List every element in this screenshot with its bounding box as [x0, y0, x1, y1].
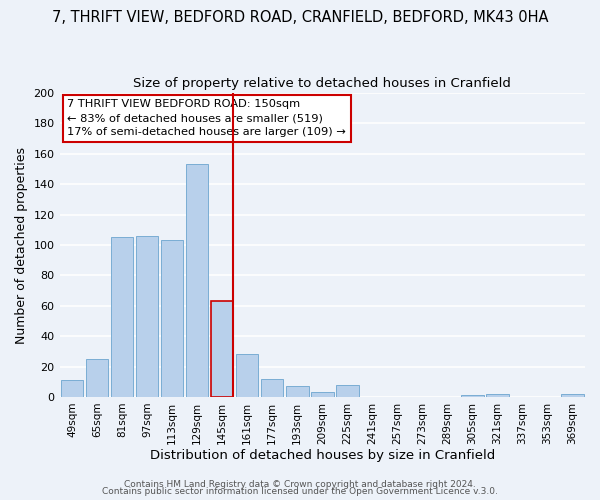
Bar: [561, 394, 584, 397]
X-axis label: Distribution of detached houses by size in Cranfield: Distribution of detached houses by size …: [149, 450, 495, 462]
Text: Contains HM Land Registry data © Crown copyright and database right 2024.: Contains HM Land Registry data © Crown c…: [124, 480, 476, 489]
Bar: [61, 380, 83, 397]
Y-axis label: Number of detached properties: Number of detached properties: [15, 146, 28, 344]
Bar: [161, 240, 184, 397]
Bar: [186, 164, 208, 397]
Bar: [286, 386, 308, 397]
Text: 7 THRIFT VIEW BEDFORD ROAD: 150sqm
← 83% of detached houses are smaller (519)
17: 7 THRIFT VIEW BEDFORD ROAD: 150sqm ← 83%…: [67, 99, 346, 137]
Bar: [236, 354, 259, 397]
Bar: [111, 238, 133, 397]
Title: Size of property relative to detached houses in Cranfield: Size of property relative to detached ho…: [133, 78, 511, 90]
Bar: [211, 301, 233, 397]
Bar: [461, 396, 484, 397]
Bar: [311, 392, 334, 397]
Text: 7, THRIFT VIEW, BEDFORD ROAD, CRANFIELD, BEDFORD, MK43 0HA: 7, THRIFT VIEW, BEDFORD ROAD, CRANFIELD,…: [52, 10, 548, 25]
Text: Contains public sector information licensed under the Open Government Licence v.: Contains public sector information licen…: [102, 488, 498, 496]
Bar: [86, 359, 109, 397]
Bar: [336, 385, 359, 397]
Bar: [261, 378, 283, 397]
Bar: [136, 236, 158, 397]
Bar: [486, 394, 509, 397]
